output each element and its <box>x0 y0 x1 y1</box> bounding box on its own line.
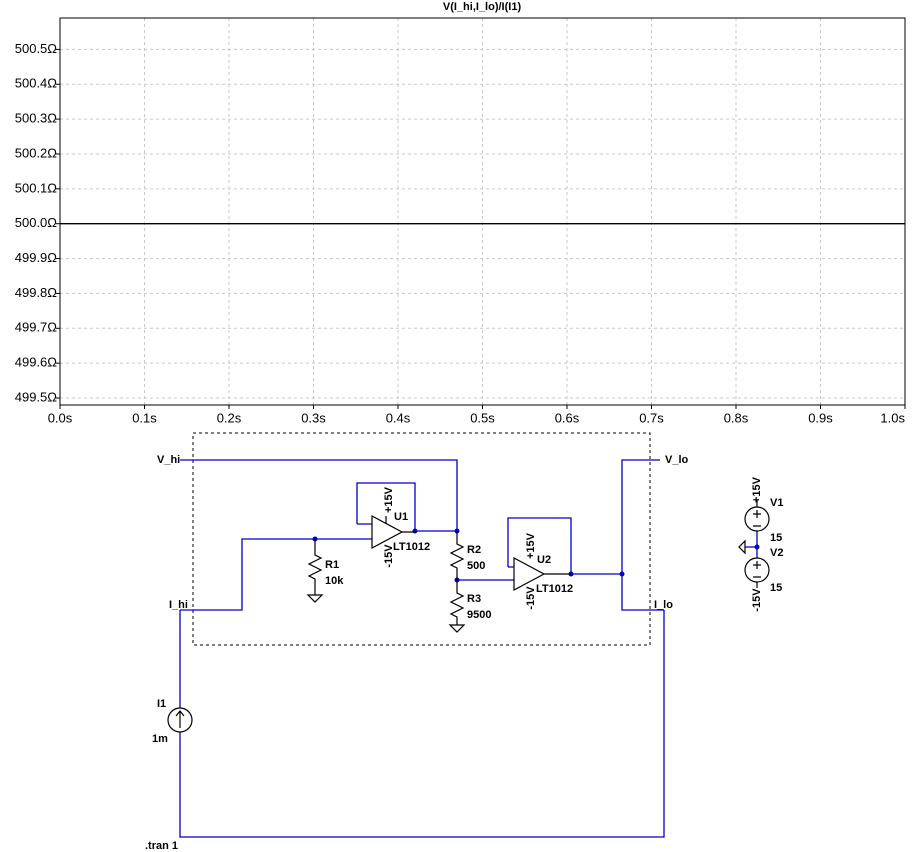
power-label: -15V <box>751 588 763 612</box>
part-value: 500 <box>467 560 485 572</box>
part-value: 9500 <box>467 609 491 621</box>
x-tick-label: 0.7s <box>639 410 664 425</box>
part-name: I1 <box>157 698 166 710</box>
x-tick-label: 0.1s <box>132 410 157 425</box>
net-label: I_hi <box>169 599 188 611</box>
x-tick-label: 1.0s <box>880 410 905 425</box>
y-tick-label: 499.5Ω <box>15 389 58 404</box>
power-label: -15V <box>525 586 537 610</box>
y-tick-label: 499.6Ω <box>15 355 58 370</box>
power-label: -15V <box>383 544 395 568</box>
x-tick-label: 0.3s <box>301 410 326 425</box>
source-v2-sign <box>753 561 761 588</box>
part-value: 10k <box>325 575 344 587</box>
part-name: R1 <box>325 559 339 571</box>
source-i1-arrow <box>175 710 185 728</box>
plot-frame <box>59 17 906 406</box>
y-tick-label: 499.8Ω <box>15 285 58 300</box>
y-tick-label: 500.3Ω <box>15 111 58 126</box>
junction <box>412 528 418 534</box>
part-name: R3 <box>467 593 481 605</box>
source-i1[interactable] <box>167 707 193 733</box>
part-value: 1m <box>152 733 168 745</box>
y-tick-label: 500.0Ω <box>15 215 58 230</box>
net-label: V_lo <box>665 454 689 466</box>
power-label: +15V <box>525 532 537 559</box>
x-tick-label: 0.8s <box>724 410 749 425</box>
opamp-u1[interactable] <box>371 515 415 549</box>
part-name: R2 <box>467 544 481 556</box>
schematic: V_hi V_lo I_hi I_lo U1 LT1012 +15V -15V … <box>145 432 783 852</box>
part-name: U1 <box>394 511 408 523</box>
resistor-r3[interactable] <box>449 580 465 625</box>
part-value: 15 <box>770 582 782 594</box>
x-tick-label: 0.0s <box>48 410 73 425</box>
power-label: +15V <box>383 486 395 513</box>
net-label: I_lo <box>654 599 673 611</box>
y-tick-label: 500.5Ω <box>15 41 58 56</box>
source-v1-sign <box>753 500 761 527</box>
y-tick-label: 499.7Ω <box>15 320 58 335</box>
x-tick-label: 0.6s <box>555 410 580 425</box>
part-name: V2 <box>770 547 783 559</box>
waveform-pane: V(I_hi,I_lo)/I(I1) 499.5Ω 499.6Ω 499.7Ω 499… <box>15 1 906 425</box>
part-name: V1 <box>770 497 783 509</box>
junction <box>619 571 625 577</box>
ground <box>306 594 466 633</box>
trace-title[interactable]: V(I_hi,I_lo)/I(I1) <box>443 1 522 13</box>
part-value: 15 <box>770 532 782 544</box>
part-name: U2 <box>537 554 551 566</box>
dashed-box <box>192 432 651 646</box>
resistor-r1[interactable] <box>307 539 323 595</box>
x-tick-label: 0.2s <box>217 410 242 425</box>
net-label: V_hi <box>157 454 180 466</box>
resistor-r2[interactable] <box>449 531 465 580</box>
y-tick-label: 500.4Ω <box>15 76 58 91</box>
x-tick-label: 0.4s <box>386 410 411 425</box>
y-tick-label: 500.1Ω <box>15 180 58 195</box>
y-tick-label: 500.2Ω <box>15 145 58 160</box>
part-model: LT1012 <box>393 541 430 553</box>
junction <box>754 544 760 550</box>
x-tick-label: 0.9s <box>808 410 833 425</box>
power-label: +15V <box>751 476 763 503</box>
spice-directive[interactable]: .tran 1 <box>145 840 178 852</box>
opamp-u2[interactable] <box>513 557 571 591</box>
part-model: LT1012 <box>536 583 573 595</box>
y-tick-label: 499.9Ω <box>15 250 58 265</box>
ground <box>738 539 746 555</box>
x-tick-label: 0.5s <box>470 410 495 425</box>
